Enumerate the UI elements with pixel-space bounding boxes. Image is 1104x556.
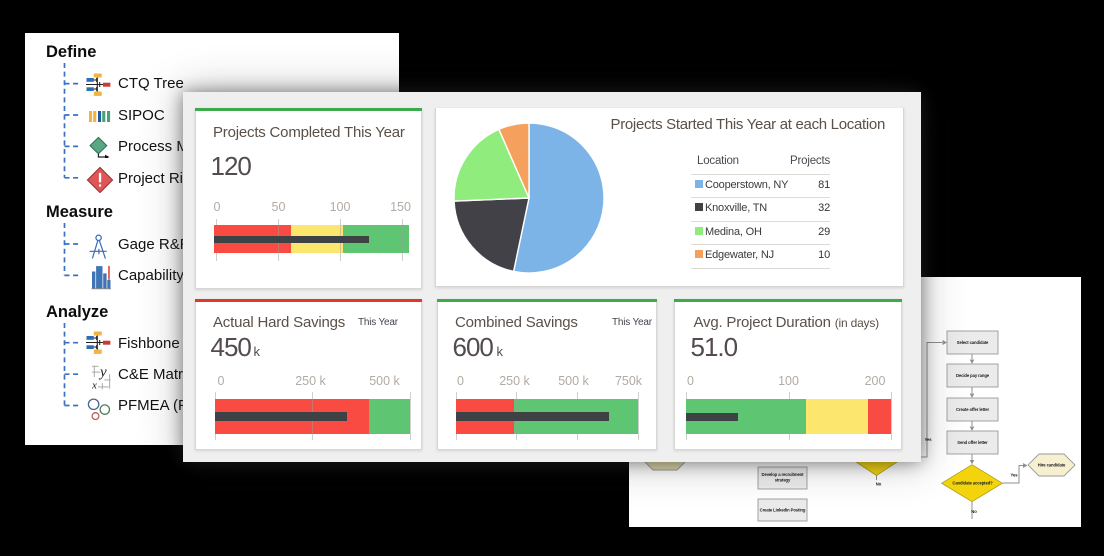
svg-text:Develop a recruitment: Develop a recruitment [762,472,805,477]
svg-text:Decide pay range: Decide pay range [956,373,990,378]
svg-text:y: y [98,365,107,381]
svg-text:Create offer letter: Create offer letter [956,407,989,412]
svg-text:Yes: Yes [925,437,933,442]
svg-text:strategy: strategy [775,478,791,483]
svg-text:Send offer letter: Send offer letter [957,440,988,445]
svg-text:Candidate accepted?: Candidate accepted? [952,481,993,486]
svg-text:No: No [876,482,882,487]
svg-text:Yes: Yes [1011,473,1019,478]
svg-text:Select candidate: Select candidate [957,340,989,345]
svg-text:x: x [92,380,97,392]
svg-text:Create LinkedIn Posting: Create LinkedIn Posting [760,508,806,513]
svg-text:No: No [971,509,977,514]
svg-text:Hire candidate: Hire candidate [1038,463,1066,468]
